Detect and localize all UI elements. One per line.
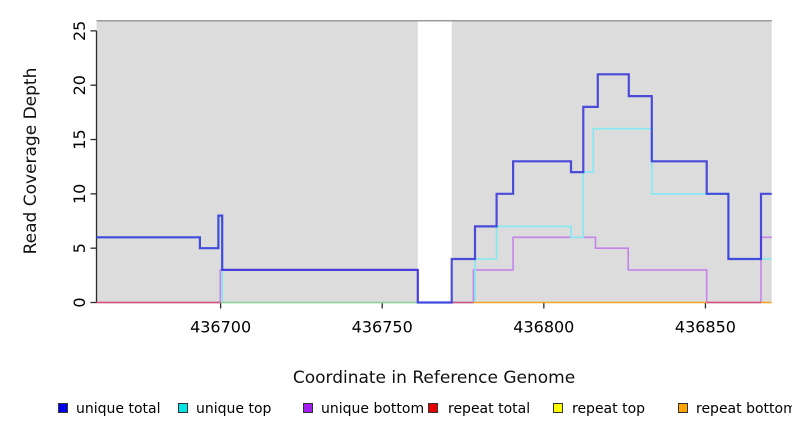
x-tick-label: 436700	[190, 318, 251, 337]
x-tick-label: 436850	[675, 318, 736, 337]
masked-region	[417, 20, 452, 303]
x-tick-label: 436800	[513, 318, 574, 337]
y-tick-label: 25	[70, 21, 89, 41]
y-tick-label: 15	[70, 129, 89, 149]
x-tick-label: 436750	[352, 318, 413, 337]
x-axis-label: Coordinate in Reference Genome	[292, 368, 576, 388]
series-line-unique-total	[96, 73, 772, 304]
y-tick-label: 0	[70, 297, 89, 307]
y-tick-label: 10	[70, 184, 89, 204]
y-tick-label: 20	[70, 75, 89, 95]
y-tick-label: 5	[70, 243, 89, 253]
y-axis-label: Read Coverage Depth	[21, 67, 41, 255]
